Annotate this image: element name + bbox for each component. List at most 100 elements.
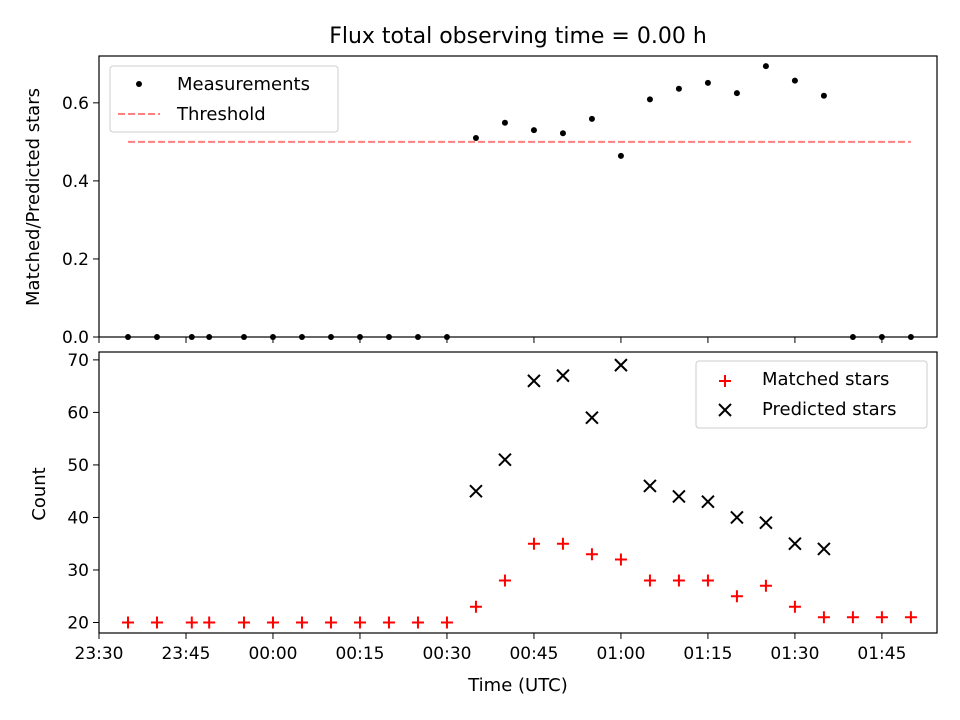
predicted-stars-point xyxy=(556,368,570,383)
predicted-stars-point xyxy=(643,479,657,493)
measurement-point xyxy=(617,152,624,159)
measurement-point xyxy=(240,334,247,340)
x-tick-label: 00:00 xyxy=(248,644,297,664)
matched-stars-point xyxy=(498,574,511,587)
legend-measurements-marker xyxy=(136,81,142,87)
legend-threshold-label: Threshold xyxy=(176,104,266,125)
predicted-stars-point xyxy=(759,515,773,530)
x-tick-label: 00:15 xyxy=(335,644,384,664)
top-y-tick-label: 0.0 xyxy=(62,328,89,348)
measurement-point xyxy=(791,77,798,84)
matched-stars-point xyxy=(237,616,250,629)
matched-stars-point xyxy=(266,616,279,629)
predicted-stars-point xyxy=(527,374,541,388)
bottom-y-tick-label: 70 xyxy=(67,351,89,371)
measurement-point xyxy=(530,127,537,134)
matched-stars-point xyxy=(759,579,772,592)
matched-stars-point xyxy=(585,548,598,561)
measurement-point xyxy=(907,334,914,340)
measurement-point xyxy=(206,334,213,340)
legend-matched-label: Matched stars xyxy=(762,369,889,390)
predicted-stars-point xyxy=(585,410,599,425)
legend-predicted-marker xyxy=(718,403,732,417)
measurement-point xyxy=(733,90,740,97)
top-axes-frame xyxy=(98,55,938,338)
matched-stars-point xyxy=(411,616,424,629)
top-legend: Measurements Threshold xyxy=(109,65,339,133)
x-tick-label: 23:45 xyxy=(161,644,210,664)
legend-matched-marker xyxy=(719,375,731,387)
matched-stars-point xyxy=(203,616,216,629)
matched-stars-point xyxy=(121,616,134,629)
matched-stars-point xyxy=(730,590,743,603)
legend-predicted-label: Predicted stars xyxy=(762,399,896,420)
bottom-y-axis-label: Count xyxy=(29,467,50,520)
x-tick-label: 00:45 xyxy=(509,644,558,664)
measurement-point xyxy=(878,334,885,340)
measurement-point xyxy=(704,79,711,86)
measurement-point xyxy=(820,92,827,99)
predicted-stars-point xyxy=(672,489,686,504)
bottom-y-tick-label: 60 xyxy=(67,403,89,423)
bottom-y-tick-label: 40 xyxy=(67,508,89,528)
measurement-point xyxy=(327,334,334,340)
x-tick-label: 01:30 xyxy=(770,644,819,664)
predicted-stars-point xyxy=(817,542,831,556)
measurement-point xyxy=(188,334,195,340)
bottom-panel: 20 30 40 50 60 70 23:30 23:45 00:00 00:15 00:30 00:… xyxy=(67,351,938,664)
bottom-y-tick-label: 20 xyxy=(67,613,89,633)
predicted-stars-point xyxy=(469,484,483,498)
top-y-tick-label: 0.4 xyxy=(62,172,89,192)
measurement-point xyxy=(472,134,479,141)
predicted-stars-point xyxy=(614,358,628,372)
bottom-y-tick-label: 50 xyxy=(67,456,89,476)
measurement-point xyxy=(762,63,769,70)
matched-stars-point xyxy=(382,616,395,629)
predicted-stars-point xyxy=(701,494,715,509)
matched-stars-point xyxy=(817,611,830,624)
matched-stars-point xyxy=(904,611,917,624)
x-tick-label: 23:30 xyxy=(75,644,124,664)
matched-stars-point xyxy=(643,574,656,587)
measurement-point xyxy=(443,334,450,340)
matched-stars-point xyxy=(150,616,163,629)
matched-stars-point xyxy=(614,553,627,566)
matched-stars-point xyxy=(672,574,685,587)
bottom-legend-frame xyxy=(695,360,928,429)
predicted-stars-point xyxy=(498,452,512,467)
measurement-point xyxy=(414,334,421,340)
matched-stars-point xyxy=(353,616,366,629)
measurement-point xyxy=(385,334,392,340)
top-y-axis-label: Matched/Predicted stars xyxy=(23,88,44,306)
matched-stars-point xyxy=(875,611,888,624)
measurement-point xyxy=(298,334,305,340)
matched-stars-point xyxy=(185,616,198,629)
measurement-point xyxy=(675,85,682,92)
matched-stars-point xyxy=(527,537,540,550)
measurement-point xyxy=(153,334,160,340)
top-y-tick-label: 0.2 xyxy=(62,250,89,270)
measurement-point xyxy=(646,96,653,103)
top-y-tick-label: 0.6 xyxy=(62,94,89,114)
top-legend-frame xyxy=(109,65,339,133)
predicted-stars-point xyxy=(788,537,802,551)
matched-stars-point xyxy=(556,537,569,550)
predicted-stars-point xyxy=(730,510,744,525)
legend-measurements-label: Measurements xyxy=(177,74,310,95)
measurement-point xyxy=(269,334,276,340)
top-panel: 0.0 0.2 0.4 0.6 xyxy=(62,55,938,348)
measurement-point xyxy=(559,130,566,137)
matched-stars-point xyxy=(324,616,337,629)
measurement-point xyxy=(356,334,363,340)
measurement-point xyxy=(124,334,131,340)
measurement-point xyxy=(501,119,508,126)
matched-stars-point xyxy=(846,611,859,624)
measurement-point xyxy=(588,115,595,122)
x-tick-label: 01:00 xyxy=(596,644,645,664)
matched-stars-point xyxy=(701,574,714,587)
matched-stars-point xyxy=(469,600,482,613)
matched-stars-point xyxy=(440,616,453,629)
bottom-y-tick-label: 30 xyxy=(67,561,89,581)
x-tick-label: 01:15 xyxy=(683,644,732,664)
